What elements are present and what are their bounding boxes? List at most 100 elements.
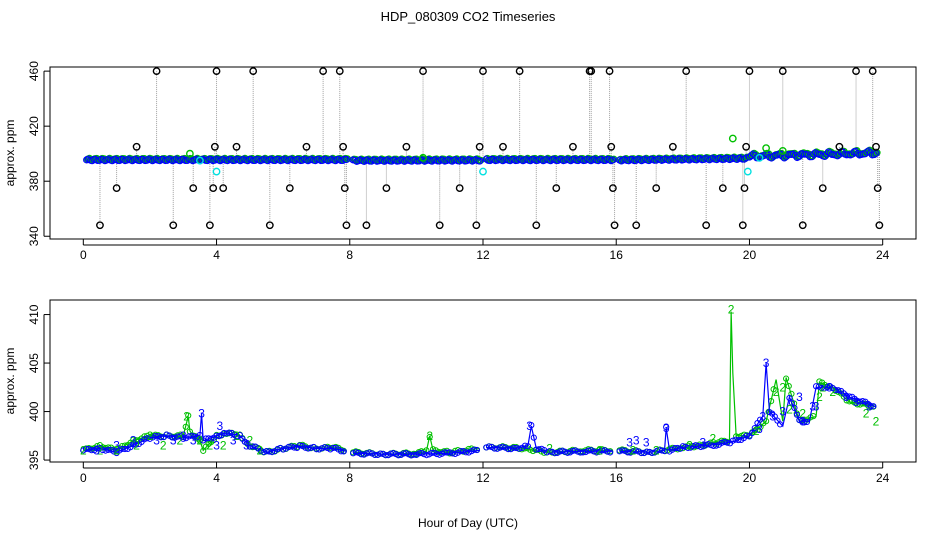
- series-point: [793, 411, 801, 418]
- series-point: [307, 444, 315, 451]
- label-mark-3: 3: [763, 356, 770, 370]
- series-point: [313, 446, 320, 453]
- outlier-point: [742, 142, 751, 151]
- series-point: [291, 444, 298, 451]
- series-point: [321, 444, 328, 451]
- outlier-point: [479, 67, 487, 76]
- label-mark-3: 3: [799, 414, 806, 428]
- label-mark-2: 2: [816, 390, 823, 404]
- series-point: [499, 443, 506, 450]
- figure-title: HDP_080309 CO2 Timeseries: [381, 9, 556, 24]
- bottom-panel-axes: 0 4 8 12 16 20 24 395 400 405 410: [27, 304, 889, 485]
- series-point: [777, 421, 784, 428]
- bottom-ytick-label: 400: [27, 401, 41, 421]
- series-point: [485, 443, 493, 450]
- label-mark-3: 3: [153, 434, 160, 448]
- series-point: [788, 399, 796, 406]
- series-point: [546, 448, 553, 455]
- label-mark-3: 3: [93, 443, 100, 457]
- bottom-xtick-label: 4: [213, 471, 220, 485]
- outlier-point: [738, 221, 747, 230]
- outlier-point: [872, 142, 880, 151]
- bottom-xtick-label: 16: [610, 471, 624, 485]
- extra-point-cyan: [743, 167, 752, 176]
- series-point: [859, 398, 866, 405]
- series-point: [330, 444, 337, 452]
- series-point: [366, 449, 373, 456]
- label-mark-3: 3: [853, 395, 860, 409]
- series-point: [521, 442, 529, 449]
- series-point: [94, 445, 101, 452]
- top-xtick-label: 16: [610, 248, 624, 262]
- series-point: [340, 448, 347, 455]
- series-point: [564, 449, 571, 456]
- series-point: [505, 446, 512, 453]
- outlier-point: [875, 221, 884, 230]
- series-point: [510, 444, 517, 451]
- outlier-point: [455, 184, 464, 192]
- outlier-point: [702, 221, 711, 230]
- outlier-point: [632, 221, 641, 230]
- outlier-point: [210, 142, 219, 151]
- label-mark-2: 2: [177, 434, 184, 448]
- label-mark-3: 3: [170, 434, 177, 448]
- series-point: [674, 444, 681, 452]
- series-point: [371, 451, 379, 459]
- label-mark-3: 3: [633, 434, 640, 448]
- outlier-point: [607, 142, 616, 151]
- outlier-point: [382, 184, 391, 192]
- label-mark-2: 2: [247, 434, 254, 448]
- series-point: [157, 434, 165, 441]
- label-mark-2: 2: [147, 429, 154, 443]
- extra-point-cyan: [755, 153, 764, 162]
- outlier-point: [798, 221, 807, 230]
- outlier-point: [205, 221, 214, 230]
- series-point: [188, 432, 195, 439]
- series-point: [196, 431, 203, 439]
- bottom-xtick-label: 0: [80, 471, 87, 485]
- series-point: [751, 424, 758, 432]
- series-point: [288, 443, 295, 450]
- label-mark-3: 3: [826, 380, 833, 394]
- label-mark-2: 2: [256, 443, 263, 457]
- series-point: [598, 447, 606, 454]
- series-point: [191, 433, 198, 440]
- series-point: [85, 446, 92, 453]
- outlier-point: [285, 184, 294, 192]
- bottom-ytick-label: 410: [27, 304, 41, 324]
- bottom-xtick-label: 20: [743, 471, 757, 485]
- outlier-point: [587, 67, 596, 76]
- series-point: [513, 444, 520, 452]
- label-mark-2: 2: [546, 441, 553, 455]
- label-mark-3: 3: [113, 439, 120, 453]
- outlier-point: [499, 142, 507, 151]
- outlier-point: [868, 67, 877, 76]
- outlier-point: [873, 184, 882, 192]
- outlier-point: [112, 184, 121, 192]
- series-point: [697, 443, 704, 451]
- label-mark-3: 3: [809, 400, 816, 414]
- label-mark-2: 2: [426, 429, 433, 443]
- extra-point-green: [728, 134, 737, 143]
- label-mark-2: 2: [709, 432, 716, 446]
- outlier-point: [96, 221, 104, 230]
- label-mark-2: 2: [233, 429, 240, 443]
- series-point: [524, 443, 532, 450]
- top-panel-ylabel: approx. ppm: [3, 120, 17, 187]
- label-mark-3: 3: [759, 409, 766, 423]
- bottom-xtick-label: 8: [346, 471, 353, 485]
- label-mark-3: 3: [663, 421, 670, 435]
- top-xtick-label: 4: [213, 248, 220, 262]
- outlier-point: [265, 221, 274, 230]
- label-mark-3: 3: [213, 439, 220, 453]
- series-point: [171, 434, 179, 441]
- outlier-point: [740, 184, 749, 192]
- outlier-point: [189, 184, 198, 192]
- label-mark-2: 2: [786, 403, 793, 417]
- series-point: [724, 439, 731, 446]
- label-mark-2: 2: [133, 439, 140, 453]
- extra-point-green: [185, 149, 194, 158]
- extra-point-cyan: [479, 167, 487, 176]
